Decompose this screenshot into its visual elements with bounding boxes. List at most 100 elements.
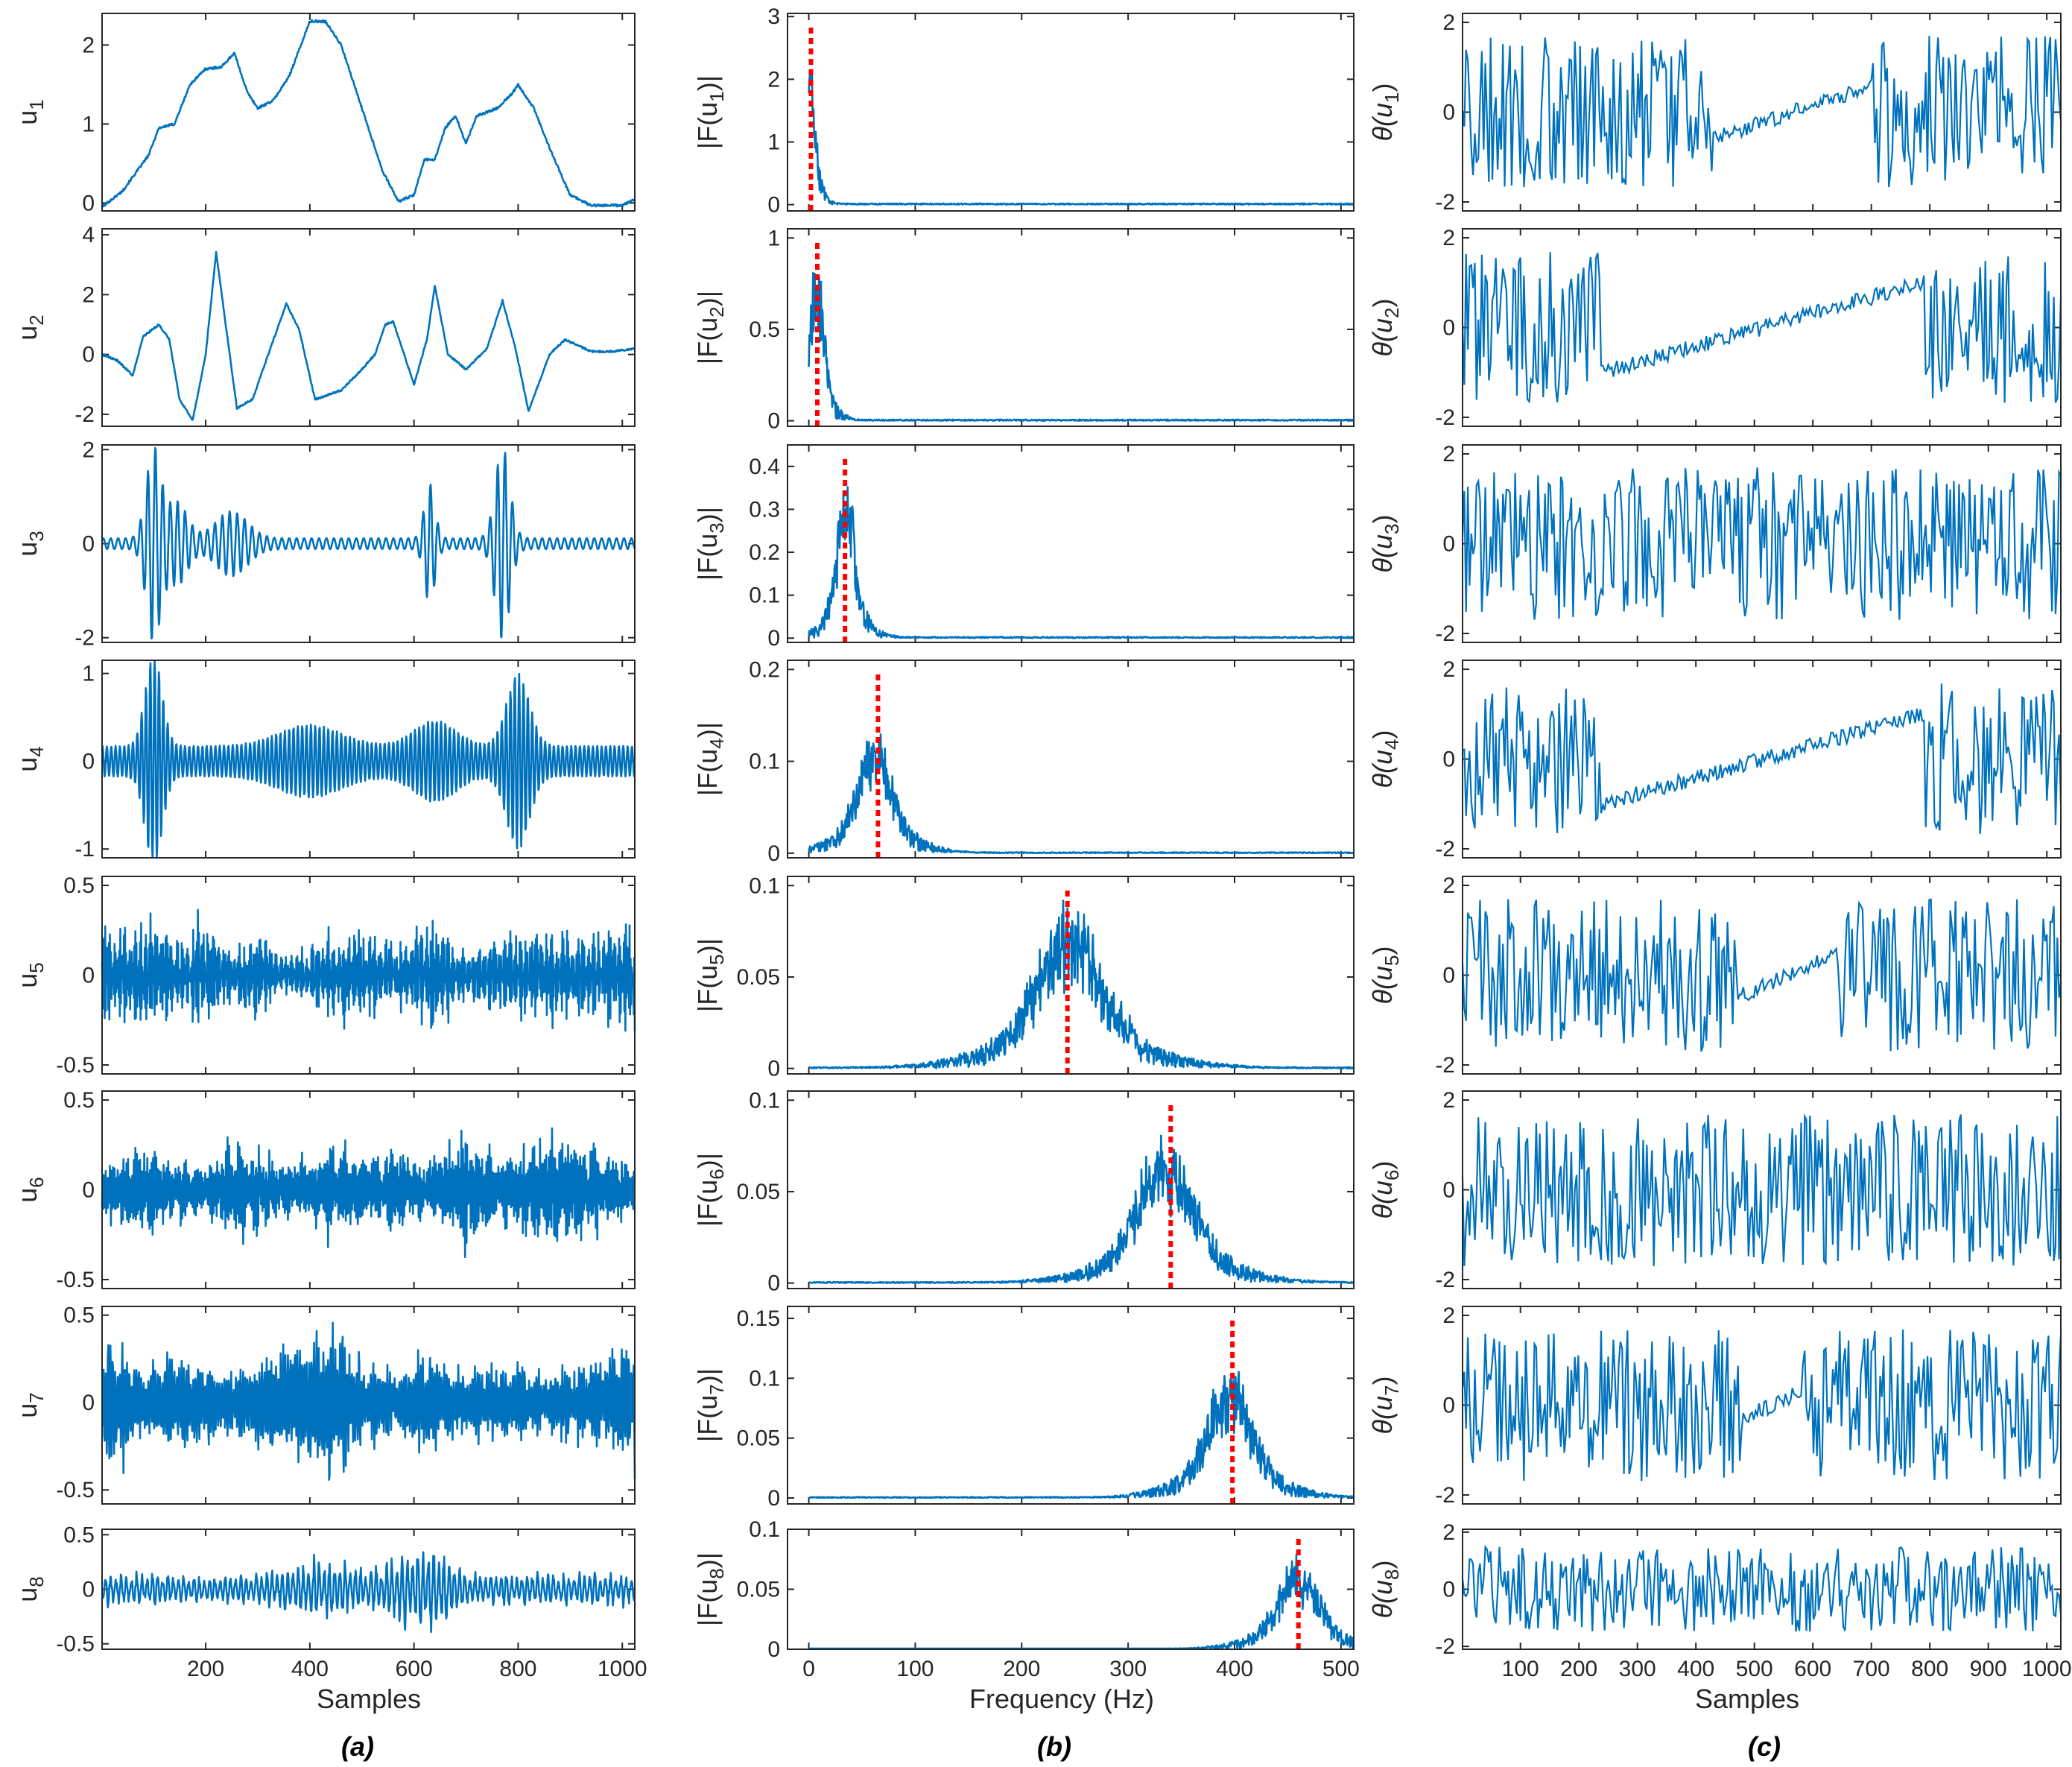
x-tick-label: 800 [499, 1657, 536, 1681]
y-tick-label: 0 [82, 343, 95, 367]
subplot-c1-r2: -2 0 2 4 u2 [12, 223, 636, 427]
mode-u6-signal [101, 1127, 636, 1258]
y-tick-label: -2 [1435, 622, 1455, 646]
axes-frame [787, 13, 1355, 212]
y-tick-label: -2 [1435, 1053, 1455, 1078]
axes-frame [787, 228, 1355, 427]
x-tick-label: 400 [291, 1657, 329, 1681]
phase-u7-line [1461, 1329, 2062, 1482]
y-tick-label: 0.05 [737, 965, 780, 990]
y-tick-label: 0.15 [737, 1306, 780, 1331]
subplot-c3-r3: -2 0 2 θ(u3) [1367, 442, 2062, 646]
axes-frame [1462, 444, 2062, 643]
y-axis-label: |F(u4)| [692, 722, 728, 796]
axes-frame [787, 1529, 1355, 1650]
mode-u5-signal [101, 908, 636, 1032]
y-tick-label: 2 [82, 282, 95, 307]
x-tick-label: 500 [1736, 1657, 1773, 1681]
mode-u7-signal [101, 1321, 636, 1481]
y-axis-label: u2 [12, 314, 48, 341]
y-tick-label: 0 [82, 532, 95, 557]
mode-u2-signal [101, 250, 636, 421]
panel-label-c: (c) [1748, 1731, 1781, 1762]
subplot-c2-r3: 0 0.1 0.2 0.3 0.4 |F(u3)| [692, 444, 1355, 651]
subplot-c3-r6: -2 0 2 θ(u6) [1367, 1088, 2062, 1292]
x-tick-label: 300 [1109, 1657, 1147, 1681]
x-tick-label: 600 [396, 1657, 433, 1681]
axes-frame [101, 444, 636, 643]
plot-background [788, 1091, 1354, 1289]
subplot-c3-r7: -2 0 2 θ(u7) [1367, 1303, 2062, 1508]
y-tick-label: -1 [75, 837, 95, 862]
y-tick-label: 1 [767, 226, 780, 250]
axes-frame [101, 228, 636, 427]
x-tick-label: 100 [1502, 1657, 1539, 1681]
subplot-c1-r7: -0.5 0 0.5 u7 [12, 1303, 636, 1505]
axes-frame [1462, 1090, 2062, 1289]
y-tick-label: -2 [1435, 1483, 1455, 1508]
y-axis-label: θ(u8) [1367, 1560, 1403, 1618]
phase-u5-line [1461, 898, 2062, 1052]
mode-u3-signal [101, 446, 636, 640]
x-label-frequency: Frequency (Hz) [969, 1684, 1154, 1714]
x-tick-label: 500 [1322, 1657, 1360, 1681]
mode-u4-signal [101, 660, 636, 859]
subplot-c2-r2: 0 0.5 1 |F(u2)| [692, 226, 1355, 434]
y-tick-label: 3 [767, 4, 780, 29]
y-tick-label: 0 [1442, 316, 1455, 341]
panel-label-b: (b) [1037, 1731, 1071, 1762]
y-tick-label: 0 [767, 1271, 780, 1296]
y-axis-label: u3 [12, 531, 48, 557]
y-tick-label: 0.4 [749, 455, 780, 479]
x-tick-label: 1000 [2022, 1657, 2072, 1681]
y-tick-label: 1 [82, 662, 95, 686]
y-tick-label: 0.05 [737, 1578, 780, 1602]
phase-u8-line [1461, 1544, 2062, 1632]
y-tick-label: 0.5 [63, 1523, 95, 1547]
x-tick-label: 800 [1911, 1657, 1948, 1681]
y-axis-label: θ(u1) [1367, 83, 1403, 141]
y-tick-label: 0 [82, 749, 95, 774]
plot-background [788, 445, 1354, 642]
x-tick-label: 200 [187, 1657, 224, 1681]
y-tick-label: 0 [767, 1637, 780, 1662]
axes-frame [1462, 876, 2062, 1075]
y-tick-label: 0 [767, 1057, 780, 1081]
y-axis-label: |F(u6)| [692, 1153, 728, 1227]
subplot-c1-r8: -0.5 0 0.5 200 400 600 800 1000 u8 [12, 1523, 647, 1681]
y-axis-label: |F(u3)| [692, 507, 728, 581]
x-tick-label: 600 [1794, 1657, 1831, 1681]
y-tick-label: 0 [767, 193, 780, 218]
plot-background [102, 229, 635, 426]
y-tick-label: 0.1 [749, 1088, 780, 1113]
y-tick-label: 2 [1442, 442, 1455, 467]
spectrum-u3-line [808, 486, 1355, 639]
subplot-c1-r1: 0 1 2 u1 [12, 13, 636, 215]
y-tick-label: 0 [1442, 101, 1455, 125]
spectrum-u6-line [808, 1134, 1355, 1284]
y-axis-label: θ(u3) [1367, 514, 1403, 572]
y-tick-label: 0.1 [749, 873, 780, 898]
subplot-c3-r5: -2 0 2 θ(u5) [1367, 873, 2062, 1078]
x-tick-label: 200 [1560, 1657, 1597, 1681]
y-axis-label: |F(u2)| [692, 291, 728, 364]
mode-u1-signal [101, 19, 636, 209]
y-tick-label: 2 [1442, 226, 1455, 250]
y-tick-label: 0 [82, 1578, 95, 1602]
y-tick-label: 0.05 [737, 1180, 780, 1204]
phase-u6-line [1461, 1113, 2062, 1266]
spectrum-u2-line [808, 272, 1355, 422]
phase-u1-line [1461, 36, 2062, 188]
subplot-c2-r6: 0 0.05 0.1 |F(u6)| [692, 1088, 1355, 1296]
plot-background [788, 13, 1354, 211]
x-tick-label: 0 [802, 1657, 815, 1681]
mode-u8-signal [101, 1551, 636, 1634]
subplot-c2-r5: 0 0.05 0.1 |F(u5)| [692, 873, 1355, 1081]
y-tick-label: -2 [75, 626, 95, 651]
y-axis-label: |F(u5)| [692, 938, 728, 1012]
y-axis-label: u1 [12, 99, 48, 125]
y-tick-label: 0 [1442, 532, 1455, 557]
plot-background [788, 1306, 1354, 1504]
phase-u2-line [1461, 252, 2062, 404]
